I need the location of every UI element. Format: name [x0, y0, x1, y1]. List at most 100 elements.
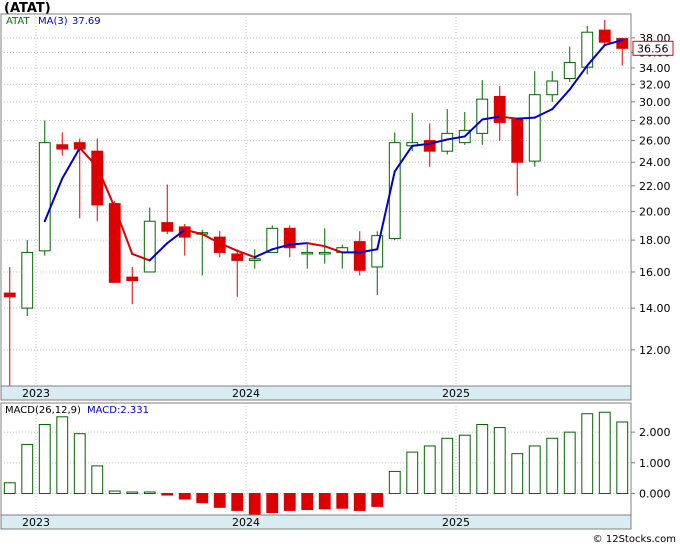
macd-x-label: 2024 — [232, 516, 260, 529]
ma-segment — [358, 248, 379, 254]
price-y-axis: 12.00 14.00 16.00 18.00 20.00 22.00 24.00 26.00… — [631, 32, 671, 357]
candle-body — [108, 203, 121, 283]
candle-body — [493, 95, 506, 123]
candle-body — [283, 227, 296, 249]
ma-segment — [463, 118, 484, 138]
macd-bar — [73, 433, 86, 495]
macd-gridlines — [1, 403, 631, 515]
macd-bar — [616, 421, 629, 495]
candle-body — [511, 118, 524, 163]
macd-bar — [581, 413, 594, 495]
candle-body — [21, 251, 34, 309]
macd-bar — [248, 493, 261, 517]
candle-body — [248, 258, 261, 261]
ma-segment — [568, 64, 589, 91]
price-date-axis — [0, 385, 632, 401]
macd-bar — [213, 493, 226, 508]
price-tick-label: 22.00 — [639, 180, 671, 193]
price-x-label: 2024 — [232, 387, 260, 400]
macd-x-labels: 2023 2024 2025 — [22, 516, 470, 529]
candle-body — [423, 140, 436, 152]
ma-segment — [411, 142, 431, 147]
ma-segment — [166, 228, 186, 245]
macd-bar — [56, 416, 69, 495]
candle-body — [546, 80, 559, 96]
macd-bars — [3, 411, 629, 517]
macd-bar — [283, 493, 296, 511]
price-x-label: 2025 — [442, 387, 470, 400]
macd-bar — [546, 437, 559, 495]
price-tick-label: 28.00 — [639, 115, 671, 128]
macd-bar — [266, 493, 279, 514]
candle-body — [388, 142, 401, 240]
ma-segment — [533, 108, 554, 119]
ma-segment — [253, 248, 274, 259]
macd-bar — [178, 493, 191, 500]
candle-body — [266, 227, 279, 253]
macd-bar — [301, 493, 314, 510]
ma-segment — [113, 206, 134, 255]
macd-x-label: 2025 — [442, 516, 470, 529]
macd-tick-label: 1.000 — [639, 457, 671, 470]
price-tick-label: 14.00 — [639, 302, 671, 315]
legend-ticker: ATAT — [6, 16, 30, 27]
macd-bar — [528, 445, 541, 495]
candle-body — [38, 142, 51, 252]
price-tick-label: 26.00 — [639, 135, 671, 148]
candle-body — [598, 29, 611, 43]
footer-credit: © 12Stocks.com — [593, 534, 676, 545]
ma-segment — [236, 249, 256, 259]
macd-bar — [318, 493, 331, 510]
ma-segment — [323, 245, 344, 254]
price-panel — [0, 13, 632, 387]
macd-bar — [406, 451, 419, 495]
price-tick-label: 32.00 — [639, 78, 671, 91]
macd-bar — [388, 470, 401, 495]
ma-segment — [393, 144, 414, 173]
candle-body — [231, 253, 244, 261]
price-tick-label: 18.00 — [639, 234, 671, 247]
macd-bar — [38, 423, 51, 495]
macd-bar — [161, 493, 174, 496]
macd-legend-value: MACD:2.331 — [87, 405, 149, 416]
macd-bar — [336, 493, 349, 509]
macd-legend-params: MACD(26,12,9) — [5, 405, 81, 416]
legend-ma-value: 37.69 — [72, 16, 101, 27]
macd-bar — [423, 445, 436, 495]
macd-tick-label: 2.000 — [639, 426, 671, 439]
price-x-labels: 2023 2024 2025 — [22, 387, 470, 400]
ma-line — [43, 39, 624, 262]
price-tick-label: 24.00 — [639, 156, 671, 169]
macd-bar — [126, 491, 139, 495]
macd-bar — [143, 491, 156, 495]
ma-segment — [586, 44, 606, 67]
legend-ma-label: MA(3) — [38, 16, 68, 27]
candle-body — [371, 235, 384, 268]
macd-x-label: 2023 — [22, 516, 50, 529]
candle-body — [301, 251, 314, 255]
ma-segment — [428, 138, 449, 145]
macd-bar — [598, 411, 611, 495]
macd-bar — [108, 490, 121, 495]
ma-segment — [516, 116, 536, 120]
ma-segment — [96, 165, 116, 209]
candle-body — [318, 251, 331, 255]
macd-bar — [196, 493, 209, 504]
candle-body — [616, 38, 629, 49]
candle-body — [441, 132, 454, 152]
candle-body — [56, 144, 69, 150]
ma-segment — [306, 242, 326, 248]
ma-segment — [183, 228, 204, 236]
ma-segment — [218, 242, 239, 252]
last-price-tag: 36.56 — [632, 40, 674, 56]
candle-body — [528, 94, 541, 162]
macd-bar — [511, 453, 524, 495]
candle-body — [563, 61, 576, 80]
ma-segment — [148, 242, 169, 262]
ma-segment — [201, 233, 221, 245]
chart-title: (ATAT) — [4, 1, 51, 16]
candle-body — [476, 98, 489, 134]
macd-bar — [371, 493, 384, 507]
candle-body — [353, 241, 366, 271]
